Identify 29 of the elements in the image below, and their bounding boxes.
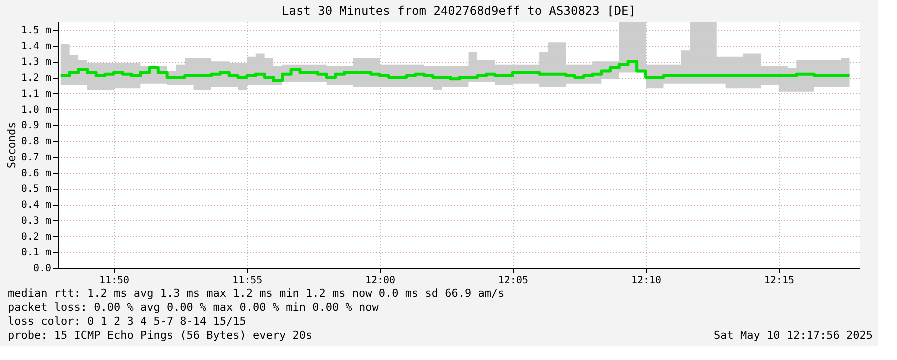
chart-title: Last 30 Minutes from 2402768d9eff to AS30823 [DE]	[282, 4, 636, 18]
x-tick-label: 12:05	[498, 276, 528, 286]
x-tick-label: 12:00	[365, 276, 396, 286]
text: probe: 15 ICMP Echo Pings (56 Bytes) every 20s	[8, 329, 313, 342]
y-tick-label: 0.7 m	[21, 152, 52, 164]
text: Sat May 10 12:17:56 2025	[714, 329, 873, 342]
y-tick-label: 1.5 m	[21, 25, 52, 36]
x-tick-label: 12:10	[631, 276, 662, 286]
y-tick-label: 0.6 m	[21, 168, 52, 180]
y-tick-label: 0.5 m	[21, 184, 52, 196]
y-tick-label: 0.1 m	[21, 248, 52, 259]
text: loss color: 0 1 2 3 4 5-7 8-14 15/15	[8, 315, 246, 328]
y-tick-label: 1.2 m	[21, 73, 52, 84]
y-tick-label: 0.9 m	[21, 120, 52, 132]
y-tick-label: 1.0 m	[21, 104, 52, 116]
y-tick-label: 0.8 m	[21, 136, 52, 148]
x-tick-label: 11:55	[232, 276, 263, 286]
y-tick-label: 0.2 m	[21, 232, 52, 243]
y-axis-title: Seconds	[5, 122, 18, 169]
x-tick-label: 12:15	[764, 276, 794, 286]
y-tick-label: 1.3 m	[21, 57, 52, 68]
y-tick-label: 0.4 m	[21, 200, 52, 212]
y-tick-label: 1.4 m	[21, 41, 52, 52]
y-tick-label: 0.3 m	[21, 216, 52, 227]
y-tick-label: 0.0	[33, 264, 52, 274]
text: packet loss: 0.00 % avg 0.00 % max 0.00 % min 0.00 % now	[8, 301, 380, 314]
x-tick-label: 11:50	[99, 276, 130, 286]
y-tick-label: 1.1 m	[21, 88, 52, 100]
text: median rtt: 1.2 ms avg 1.3 ms max 1.2 ms min 1.2 ms now 0.0 ms sd 66.9 am/s	[8, 287, 505, 300]
